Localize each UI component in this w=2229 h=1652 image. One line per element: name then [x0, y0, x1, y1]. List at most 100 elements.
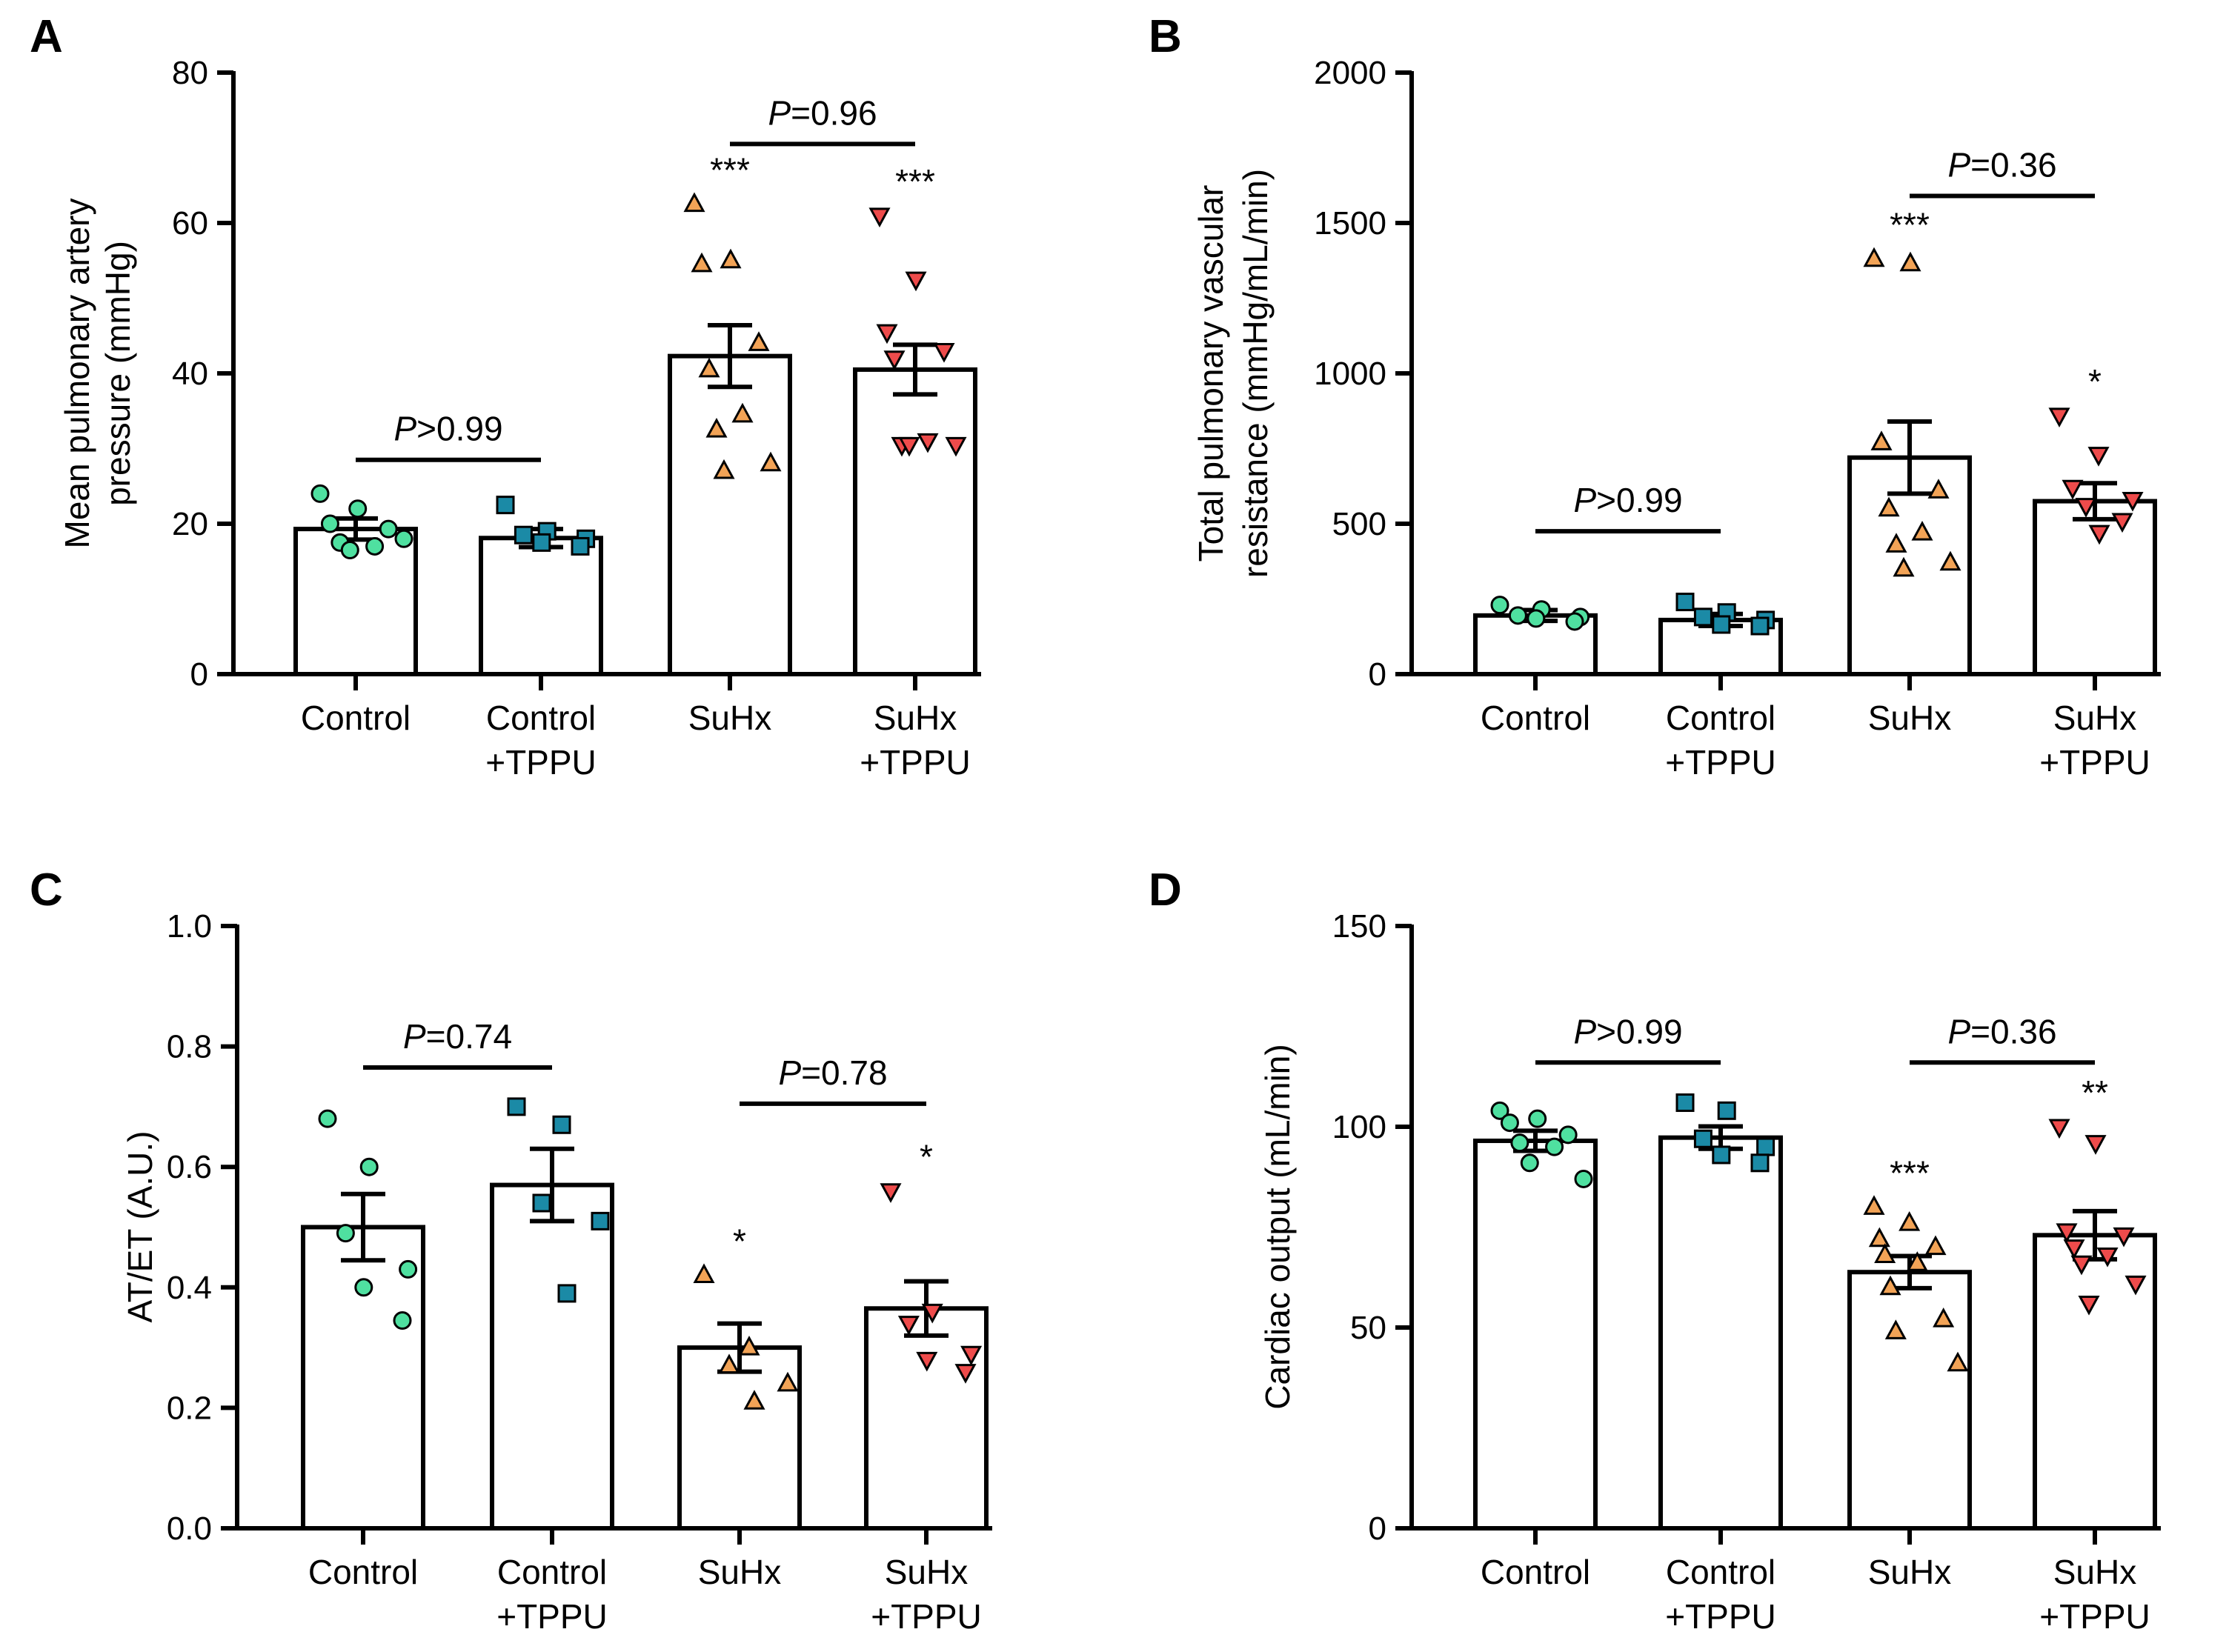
x-tick-label: +TPPU: [2039, 1597, 2150, 1636]
data-point-square: [1693, 1129, 1713, 1148]
y-tick-label: 1500: [1314, 205, 1386, 242]
data-point-triangle-down: [2070, 1255, 2093, 1276]
panel-label: D: [1149, 865, 1182, 916]
data-point-triangle-down: [898, 436, 920, 457]
data-point-triangle-up: [743, 1390, 765, 1410]
data-point-square: [571, 536, 590, 556]
x-tick-label: Control: [301, 699, 411, 737]
p-value-label: P=0.36: [1947, 1012, 2056, 1050]
data-point-circle: [1545, 1137, 1564, 1156]
p-value-label: P>0.99: [1573, 1012, 1682, 1050]
x-tick-label: Control: [1666, 1553, 1775, 1591]
p-value-label: P=0.96: [768, 93, 877, 132]
x-tick-label: SuHx: [2053, 1553, 2136, 1591]
data-point-square: [532, 1193, 551, 1213]
y-tick-label: 50: [1350, 1310, 1386, 1346]
bar: [677, 1345, 802, 1531]
data-point-circle: [320, 514, 339, 533]
data-point-triangle-down: [2113, 1227, 2135, 1248]
significance-stars: ***: [1890, 1153, 1930, 1192]
p-symbol: P: [1573, 481, 1596, 519]
data-point-circle: [1558, 1125, 1578, 1145]
y-axis-label: pressure (mmHg): [99, 241, 137, 506]
y-tick-label: 40: [172, 356, 208, 392]
data-point-circle: [1520, 1153, 1539, 1173]
y-tick-label: 0: [1369, 1511, 1386, 1547]
data-point-circle: [336, 1224, 355, 1243]
data-point-triangle-down: [945, 436, 967, 457]
data-point-triangle-up: [1863, 247, 1885, 267]
data-point-triangle-up: [1899, 251, 1921, 272]
data-point-circle: [379, 519, 398, 539]
y-tick-label: 0.0: [167, 1511, 212, 1547]
x-tick-label: +TPPU: [860, 743, 971, 782]
data-point-triangle-up: [693, 1263, 715, 1284]
data-point-circle: [399, 1259, 418, 1279]
significance-stars: ***: [895, 162, 935, 201]
data-point-square: [1756, 1137, 1775, 1156]
data-point-triangle-down: [2075, 498, 2097, 518]
data-point-triangle-up: [1893, 556, 1915, 577]
data-point-circle: [1528, 1109, 1547, 1128]
data-point-triangle-down: [2063, 1239, 2085, 1259]
data-point-triangle-down: [916, 1351, 938, 1372]
data-point-circle: [354, 1278, 373, 1297]
data-point-square: [1693, 607, 1713, 627]
p-value-label: P>0.99: [1573, 481, 1682, 519]
data-point-triangle-down: [876, 324, 898, 344]
panel-D: D 0 50 100 150 Cardiac output (mL/min) Control…: [1149, 865, 2161, 1636]
bar: [1658, 1135, 1783, 1531]
x-tick-label: +TPPU: [871, 1597, 982, 1636]
data-point-square: [514, 525, 533, 544]
data-point-triangle-down: [960, 1345, 983, 1366]
significance-stars: **: [2082, 1073, 2108, 1112]
x-tick-label: +TPPU: [496, 1597, 608, 1636]
panel-label: C: [30, 865, 63, 916]
bar: [853, 367, 977, 676]
data-point-triangle-up: [683, 192, 705, 213]
data-point-triangle-up: [760, 451, 782, 472]
data-point-triangle-up: [1879, 1275, 1901, 1296]
data-point-triangle-up: [777, 1371, 799, 1392]
data-point-triangle-down: [2096, 1247, 2119, 1268]
y-tick-label: 80: [172, 55, 208, 91]
data-point-square: [1750, 616, 1770, 636]
data-point-triangle-up: [1924, 1235, 1947, 1256]
data-point-square: [1675, 1093, 1695, 1112]
data-point-triangle-down: [917, 433, 939, 453]
data-point-circle: [1510, 1133, 1529, 1153]
data-point-triangle-up: [1885, 533, 1907, 553]
data-point-triangle-down: [897, 1316, 920, 1336]
p-value: =0.36: [1970, 145, 2056, 184]
data-point-triangle-down: [2111, 513, 2133, 533]
x-tick-label: Control: [308, 1553, 418, 1591]
data-point-circle: [1490, 596, 1509, 615]
y-axis-label: Mean pulmonary artery: [58, 199, 96, 549]
x-tick-label: SuHx: [698, 1553, 781, 1591]
y-axis-label: Total pulmonary vascular: [1192, 185, 1230, 562]
bar: [479, 536, 603, 676]
data-point-triangle-down: [2088, 524, 2110, 545]
data-point-triangle-down: [2078, 1295, 2100, 1316]
x-tick-label: +TPPU: [2039, 743, 2150, 782]
data-point-triangle-down: [2122, 492, 2144, 512]
bar: [668, 353, 792, 676]
data-point-triangle-down: [921, 1303, 943, 1324]
data-point-triangle-up: [1868, 1227, 1890, 1248]
significance-stars: ***: [710, 151, 750, 190]
y-tick-label: 20: [172, 506, 208, 542]
x-tick-label: Control: [1481, 699, 1590, 737]
y-tick-label: 0: [190, 656, 208, 693]
p-symbol: P: [768, 93, 791, 132]
data-point-triangle-down: [2056, 1223, 2078, 1244]
y-tick-label: 60: [172, 205, 208, 242]
data-point-square: [507, 1097, 526, 1116]
y-axis-label: Cardiac output (mL/min): [1258, 1044, 1297, 1409]
data-point-triangle-up: [698, 357, 720, 378]
bar: [1847, 1270, 1972, 1531]
data-point-square: [591, 1211, 610, 1230]
data-point-circle: [1565, 612, 1584, 631]
data-point-triangle-up: [1899, 1210, 1921, 1231]
data-point-triangle-up: [1933, 1308, 1955, 1328]
panel-A: A 0 20 40 60 80 Mean pulmonary artery pressure …: [30, 11, 981, 782]
